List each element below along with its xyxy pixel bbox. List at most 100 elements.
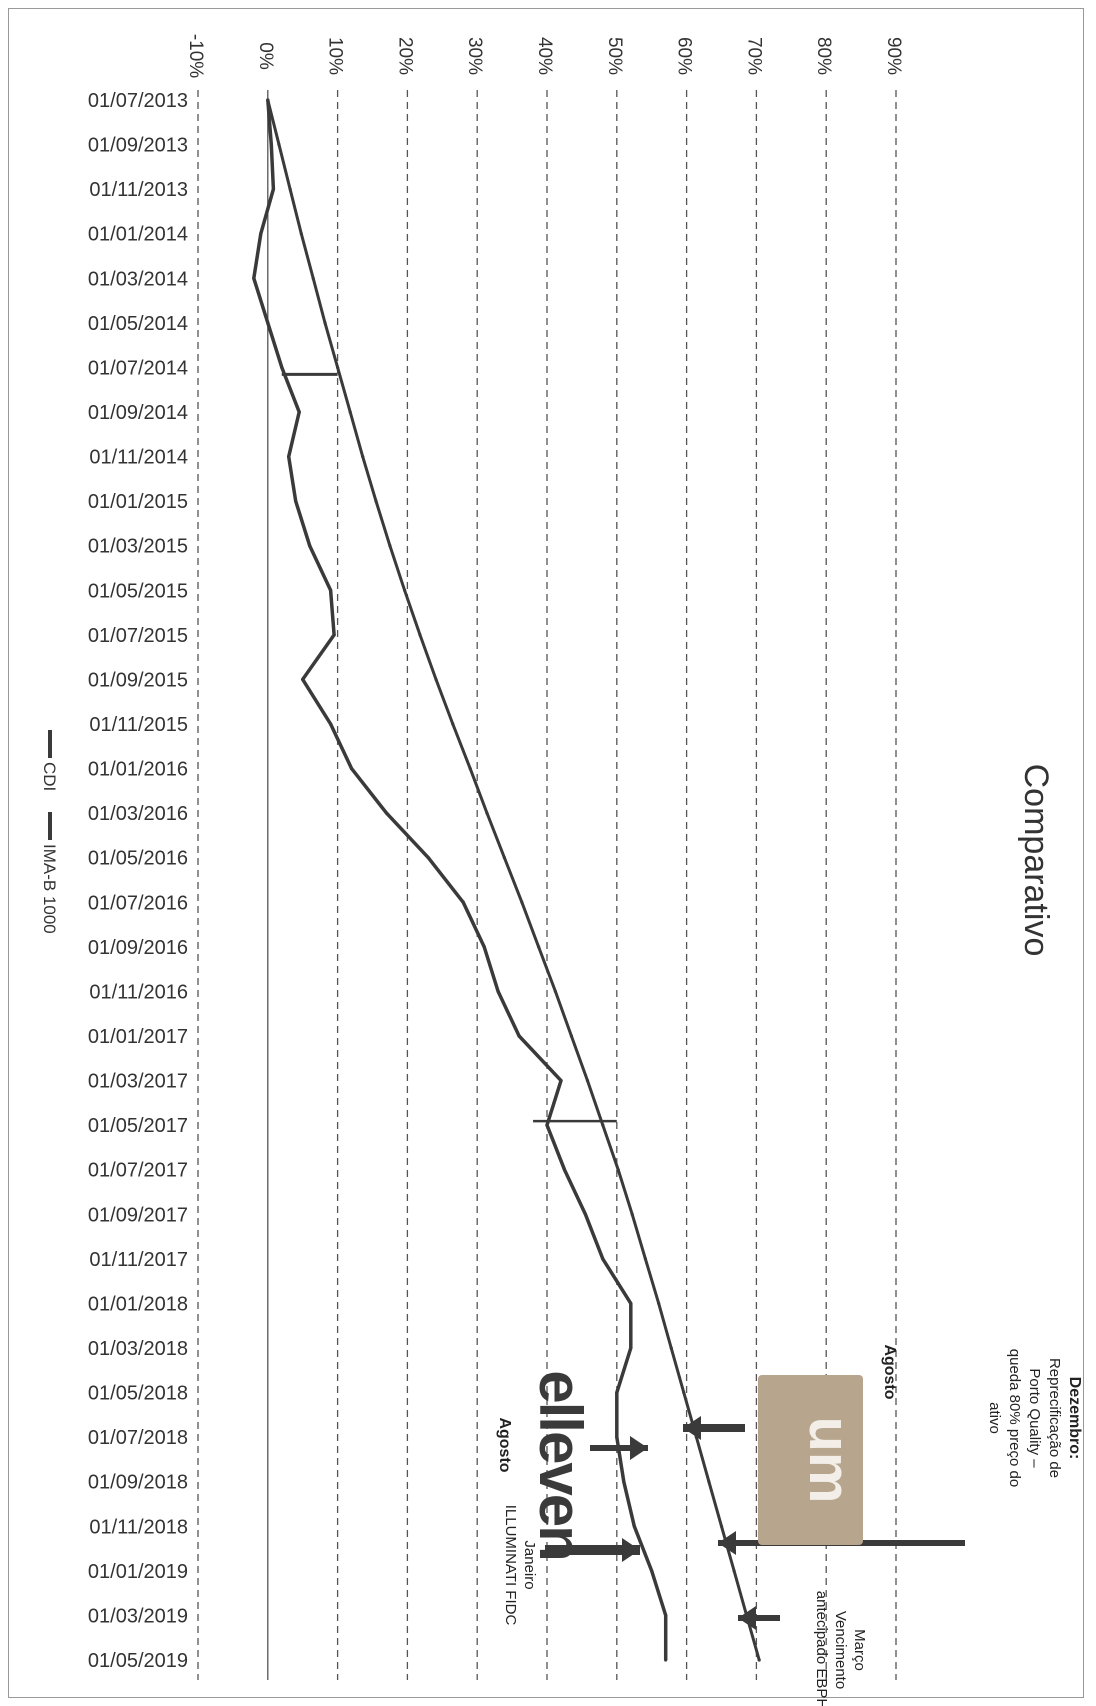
data-point [301, 677, 305, 682]
y-tick-label: 60% [674, 37, 695, 75]
data-point [294, 499, 298, 503]
data-point [271, 187, 275, 191]
y-tick-label: 90% [883, 37, 904, 75]
data-point [569, 1034, 574, 1038]
data-point [468, 766, 472, 771]
y-tick-label: 10% [325, 37, 346, 75]
x-tick-label: 01/11/2014 [89, 447, 188, 469]
data-point [299, 232, 303, 236]
data-point [650, 1569, 654, 1573]
um-logo-text: um [797, 1417, 862, 1504]
x-tick-label: 01/07/2018 [88, 1427, 188, 1449]
x-tick-label: 01/01/2019 [88, 1561, 188, 1583]
x-tick-label: 01/03/2015 [88, 536, 188, 558]
data-point [288, 187, 292, 191]
y-tick-label: 30% [464, 37, 485, 75]
x-tick-label: 01/05/2016 [88, 848, 188, 870]
annotation-janeiro: ILLUMINATI FIDC [502, 1505, 519, 1626]
data-point [719, 1524, 724, 1528]
series-line-cdi [266, 99, 761, 1661]
arrow-agosto-elleven-head [630, 1436, 648, 1460]
legend: CDI IMA-B 1000 [40, 730, 59, 934]
data-point [336, 365, 340, 370]
data-point [308, 544, 312, 548]
data-point [329, 588, 333, 592]
data-point [585, 1078, 590, 1083]
data-point [426, 856, 430, 860]
data-point [583, 1212, 587, 1216]
x-tick-label: 01/01/2016 [88, 759, 188, 781]
arrow-agosto-um-head [683, 1416, 701, 1440]
x-tick-label: 01/11/2013 [89, 179, 188, 201]
x-tick-label: 01/05/2015 [88, 580, 188, 602]
data-point [388, 544, 392, 548]
x-tick-label: 01/09/2018 [88, 1472, 188, 1494]
x-tick-label: 01/03/2017 [88, 1071, 188, 1093]
arrow-janeiro-head [622, 1538, 640, 1562]
data-point [252, 276, 256, 280]
annotation-marco: antecipado EBPH [813, 1591, 830, 1706]
x-tick-label: 01/09/2013 [88, 135, 188, 157]
x-tick-label: 01/07/2017 [88, 1160, 188, 1182]
data-point [562, 1168, 567, 1172]
x-tick-label: 01/11/2017 [89, 1249, 188, 1271]
data-point [374, 499, 378, 503]
data-point [664, 1613, 668, 1618]
arrow-dezembro-head [718, 1531, 736, 1555]
data-point [461, 900, 465, 904]
annotation-dezembro: ativo [986, 1402, 1003, 1434]
data-point [629, 1346, 633, 1350]
series-group [252, 98, 761, 1662]
x-tick-label: 01/09/2017 [88, 1204, 188, 1226]
x-tick-label: 01/05/2018 [88, 1383, 188, 1405]
x-tick-label: 01/05/2014 [88, 313, 188, 335]
x-tick-label: 01/11/2018 [89, 1516, 188, 1538]
data-point [277, 142, 281, 147]
y-tick-labels: -10% 0% 10% 20% 30% 40% 50% 60% 70% 80% 90% [185, 34, 904, 78]
data-point [622, 1480, 626, 1484]
data-point [418, 633, 422, 637]
data-point [384, 811, 389, 815]
data-point [682, 1390, 686, 1395]
um-logo [758, 1375, 863, 1545]
data-point [615, 1390, 619, 1395]
x-tick-label: 01/07/2016 [88, 892, 188, 914]
data-point [323, 321, 327, 325]
x-tick-label: 01/03/2016 [88, 803, 188, 825]
arrow-marco-head [738, 1606, 756, 1630]
x-tick-label: 01/01/2015 [88, 491, 188, 513]
data-point [329, 722, 333, 726]
data-point [496, 989, 500, 994]
data-point [545, 1123, 549, 1127]
data-point [269, 142, 273, 147]
data-point [601, 1123, 605, 1127]
data-point [287, 454, 291, 459]
data-point [615, 1435, 619, 1439]
annotation-dezembro: queda 80% preço do [1006, 1349, 1023, 1487]
data-point [259, 232, 263, 236]
data-point [361, 454, 365, 459]
annotation-dezembro: Dezembro: [1066, 1377, 1083, 1460]
data-point [348, 410, 352, 414]
y-tick-label: 0% [255, 42, 276, 70]
legend-label: CDI [40, 762, 59, 791]
data-point [349, 766, 354, 771]
annotation-agosto-bottom: Agosto [496, 1417, 513, 1472]
data-point [630, 1212, 634, 1216]
data-point [451, 722, 455, 726]
x-tick-label: 01/03/2019 [88, 1605, 188, 1627]
annotation-dezembro: Porto Quality – [1026, 1368, 1043, 1468]
data-point [266, 321, 270, 325]
x-tick-label: 01/01/2018 [88, 1293, 188, 1315]
x-tick-label: 01/05/2017 [88, 1115, 188, 1137]
x-tick-labels: 01/07/2013 01/09/2013 01/11/2013 01/01/2014… [88, 90, 188, 1672]
annotation-marco: Março [851, 1629, 868, 1671]
series-line-ima-b-1000 [252, 99, 668, 1660]
y-tick-label: 20% [394, 37, 415, 75]
data-point [332, 633, 336, 637]
data-point [707, 1480, 711, 1484]
data-point [520, 900, 524, 904]
x-tick-label: 01/07/2014 [88, 357, 188, 379]
data-point [643, 1257, 648, 1261]
